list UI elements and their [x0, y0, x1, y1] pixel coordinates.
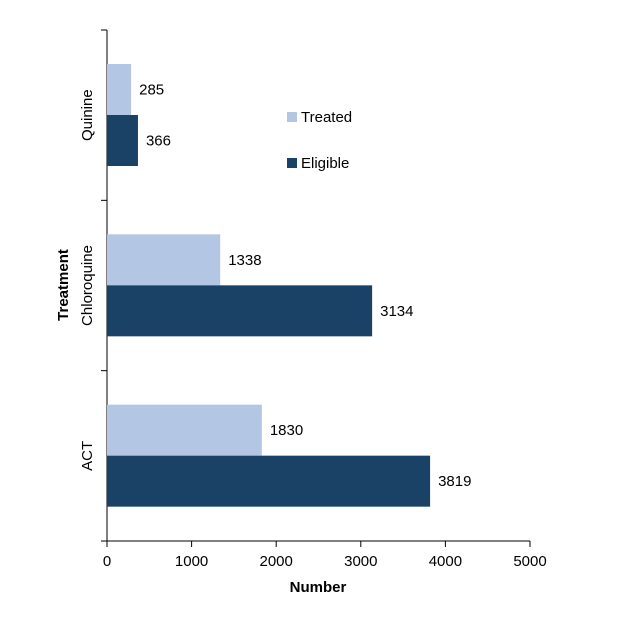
x-axis-title: Number	[290, 579, 347, 596]
bar-eligible-quinine	[107, 115, 138, 166]
bars	[107, 64, 431, 507]
data-label-treated-act: 1830	[270, 422, 303, 439]
x-tick-label: 1000	[175, 553, 208, 570]
category-label-chloroquine: Chloroquine	[79, 245, 96, 326]
bar-eligible-act	[107, 455, 431, 507]
y-axis-title: Treatment	[55, 249, 72, 321]
category-labels: Quinine Chloroquine ACT	[79, 89, 96, 471]
bar-treated-act	[107, 404, 262, 456]
category-label-quinine: Quinine	[79, 89, 96, 141]
x-tick-label: 2000	[260, 553, 293, 570]
legend-label-eligible: Eligible	[301, 155, 349, 172]
bar-treated-quinine	[107, 64, 132, 115]
legend-swatch-treated	[287, 112, 297, 122]
data-labels: 285 366 1338 3134 1830 3819	[139, 82, 471, 491]
bar-eligible-chloroquine	[107, 285, 373, 337]
x-tick-labels: 0 1000 2000 3000 4000 5000	[103, 553, 547, 570]
data-label-treated-chloroquine: 1338	[228, 252, 261, 269]
data-label-treated-quinine: 285	[139, 82, 164, 99]
legend-swatch-eligible	[287, 158, 297, 168]
x-tick-label: 5000	[513, 553, 546, 570]
legend-label-treated: Treated	[301, 109, 352, 126]
legend: Treated Eligible	[287, 109, 352, 172]
x-tick-label: 3000	[344, 553, 377, 570]
data-label-eligible-act: 3819	[438, 473, 471, 490]
x-tick-label: 0	[103, 553, 111, 570]
data-label-eligible-quinine: 366	[146, 133, 171, 150]
bar-treated-chloroquine	[107, 234, 221, 286]
category-label-act: ACT	[79, 441, 96, 471]
x-tick-label: 4000	[429, 553, 462, 570]
data-label-eligible-chloroquine: 3134	[380, 303, 413, 320]
